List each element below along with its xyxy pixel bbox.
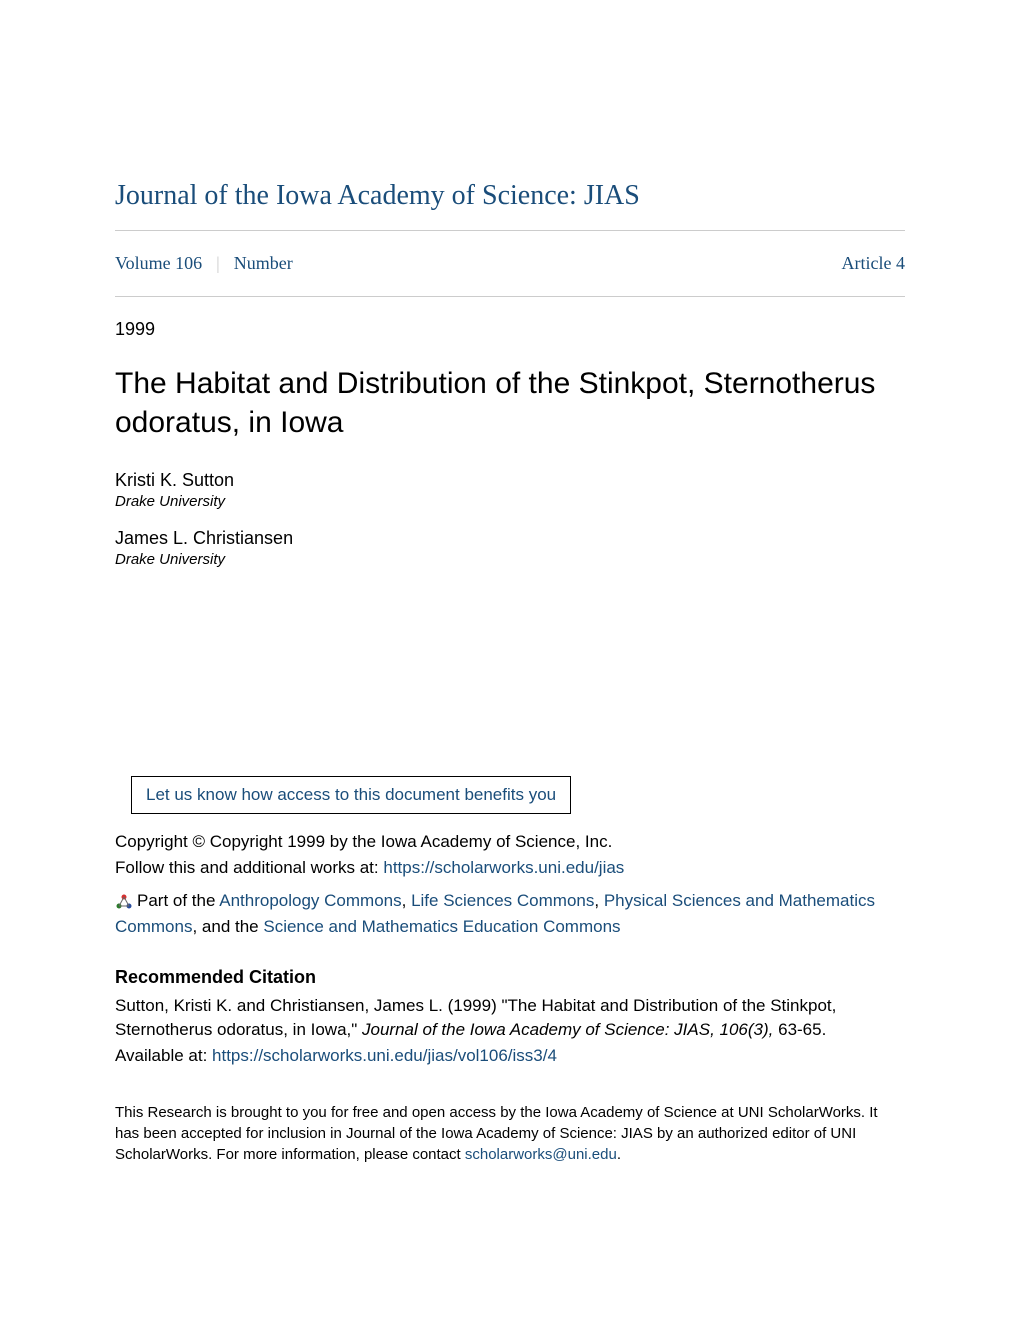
author-block-1: Kristi K. Sutton Drake University: [115, 470, 905, 510]
journal-title[interactable]: Journal of the Iowa Academy of Science: …: [115, 180, 905, 212]
network-icon: [115, 893, 133, 911]
commons-sep-3: , and the: [192, 917, 263, 936]
citation-text: Sutton, Kristi K. and Christiansen, Jame…: [115, 994, 905, 1042]
author-name-2: James L. Christiansen: [115, 528, 905, 549]
article-link[interactable]: Article 4: [842, 253, 905, 274]
commons-link-1[interactable]: Anthropology Commons: [219, 891, 401, 910]
follow-link[interactable]: https://scholarworks.uni.edu/jias: [383, 858, 624, 877]
divider-bottom: [115, 296, 905, 297]
commons-sep-2: ,: [594, 891, 603, 910]
publication-year: 1999: [115, 319, 905, 340]
follow-line: Follow this and additional works at: htt…: [115, 858, 905, 878]
available-prefix: Available at:: [115, 1046, 212, 1065]
available-link[interactable]: https://scholarworks.uni.edu/jias/vol106…: [212, 1046, 557, 1065]
benefits-box[interactable]: Let us know how access to this document …: [131, 776, 571, 814]
commons-sep-1: ,: [402, 891, 411, 910]
commons-prefix: Part of the: [137, 891, 219, 910]
breadcrumb-separator: |: [216, 253, 220, 274]
breadcrumb-row: Volume 106 | Number Article 4: [115, 231, 905, 296]
author-name-1: Kristi K. Sutton: [115, 470, 905, 491]
commons-link-4[interactable]: Science and Mathematics Education Common…: [263, 917, 620, 936]
follow-prefix: Follow this and additional works at:: [115, 858, 383, 877]
citation-journal-italic: Journal of the Iowa Academy of Science: …: [362, 1020, 773, 1039]
footer-text: This Research is brought to you for free…: [115, 1102, 905, 1165]
citation-pages: 63-65.: [773, 1020, 826, 1039]
available-line: Available at: https://scholarworks.uni.e…: [115, 1046, 905, 1066]
article-title: The Habitat and Distribution of the Stin…: [115, 364, 905, 442]
commons-link-2[interactable]: Life Sciences Commons: [411, 891, 594, 910]
recommended-citation-heading: Recommended Citation: [115, 967, 905, 988]
footer-suffix: .: [617, 1146, 621, 1163]
number-link[interactable]: Number: [234, 253, 293, 274]
breadcrumb-left: Volume 106 | Number: [115, 253, 293, 274]
commons-line: Part of the Anthropology Commons, Life S…: [115, 888, 905, 939]
footer-email-link[interactable]: scholarworks@uni.edu: [465, 1146, 617, 1163]
author-block-2: James L. Christiansen Drake University: [115, 528, 905, 568]
author-affiliation-1: Drake University: [115, 493, 905, 510]
volume-link[interactable]: Volume 106: [115, 253, 202, 274]
copyright-text: Copyright © Copyright 1999 by the Iowa A…: [115, 832, 905, 852]
benefits-link[interactable]: Let us know how access to this document …: [146, 785, 556, 804]
author-affiliation-2: Drake University: [115, 551, 905, 568]
